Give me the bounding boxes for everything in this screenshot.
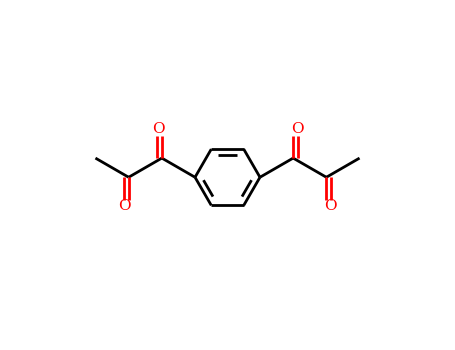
Text: O: O (118, 199, 131, 213)
Text: O: O (291, 122, 303, 136)
Text: O: O (152, 122, 164, 136)
Text: O: O (324, 199, 337, 213)
